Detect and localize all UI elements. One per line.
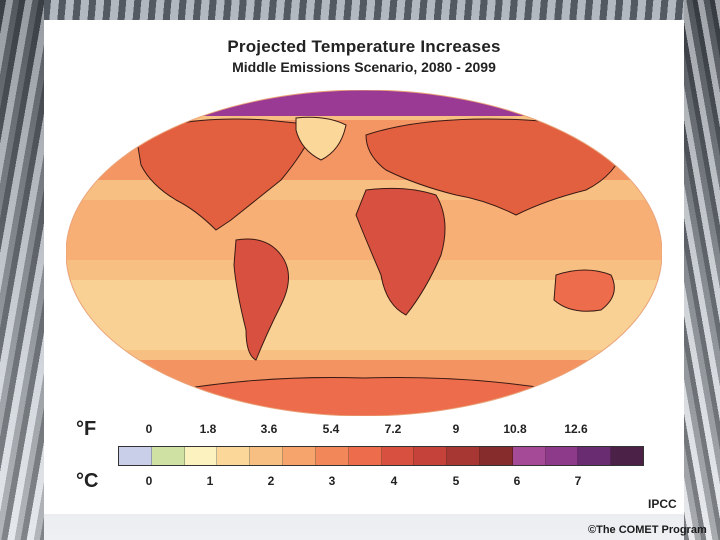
antarctica	[175, 377, 557, 416]
world-temperature-map	[66, 90, 662, 416]
f-tick-label: 10.8	[503, 422, 527, 436]
c-tick-label: 7	[574, 474, 582, 488]
background-photo-top	[44, 0, 684, 20]
colorbar-swatch	[283, 447, 316, 465]
celsius-unit-label: °C	[76, 470, 99, 492]
c-tick-label: 6	[513, 474, 521, 488]
c-tick-label: 4	[390, 474, 398, 488]
copyright-credit: ©The COMET Program	[588, 524, 707, 536]
colorbar-swatch	[217, 447, 251, 465]
f-tick-label: 3.6	[260, 422, 278, 436]
temperature-colorbar	[118, 446, 644, 466]
eurasia	[365, 118, 627, 216]
australia	[553, 269, 615, 312]
c-tick-label: 0	[145, 474, 153, 488]
colorbar-swatch	[315, 447, 349, 465]
source-label: IPCC	[648, 497, 677, 511]
colorbar-swatch	[479, 447, 513, 465]
north-america	[135, 118, 317, 231]
figure-panel: Projected Temperature Increases Middle E…	[44, 20, 684, 514]
colorbar-swatch	[151, 447, 185, 465]
f-tick-label: 0	[145, 422, 153, 436]
f-tick-label: 1.8	[199, 422, 217, 436]
f-tick-label: 5.4	[322, 422, 340, 436]
f-tick-label: 7.2	[384, 422, 402, 436]
fahrenheit-unit-label: °F	[76, 418, 97, 440]
map-title: Projected Temperature Increases	[227, 37, 501, 56]
c-tick-label: 2	[267, 474, 275, 488]
colorbar-swatch	[545, 447, 579, 465]
c-tick-label: 5	[452, 474, 460, 488]
colorbar-swatch	[578, 447, 612, 465]
background-photo-left	[0, 0, 44, 540]
colorbar-swatch	[348, 447, 382, 465]
colorbar-swatch	[414, 447, 448, 465]
africa	[355, 187, 446, 316]
f-tick-label: 9	[452, 422, 460, 436]
background-photo-right	[684, 0, 720, 540]
south-america	[233, 238, 289, 361]
c-tick-label: 1	[206, 474, 214, 488]
c-tick-label: 3	[328, 474, 336, 488]
colorbar-swatch	[447, 447, 480, 465]
arctic-region	[66, 90, 662, 116]
greenland	[295, 116, 347, 161]
colorbar-swatch	[184, 447, 218, 465]
f-tick-label: 12.6	[564, 422, 588, 436]
colorbar-swatch	[250, 447, 284, 465]
colorbar-swatch	[512, 447, 546, 465]
map-subtitle: Middle Emissions Scenario, 2080 - 2099	[232, 59, 496, 75]
colorbar-swatch	[381, 447, 415, 465]
colorbar-swatch	[119, 447, 152, 465]
colorbar-swatch	[611, 447, 643, 465]
